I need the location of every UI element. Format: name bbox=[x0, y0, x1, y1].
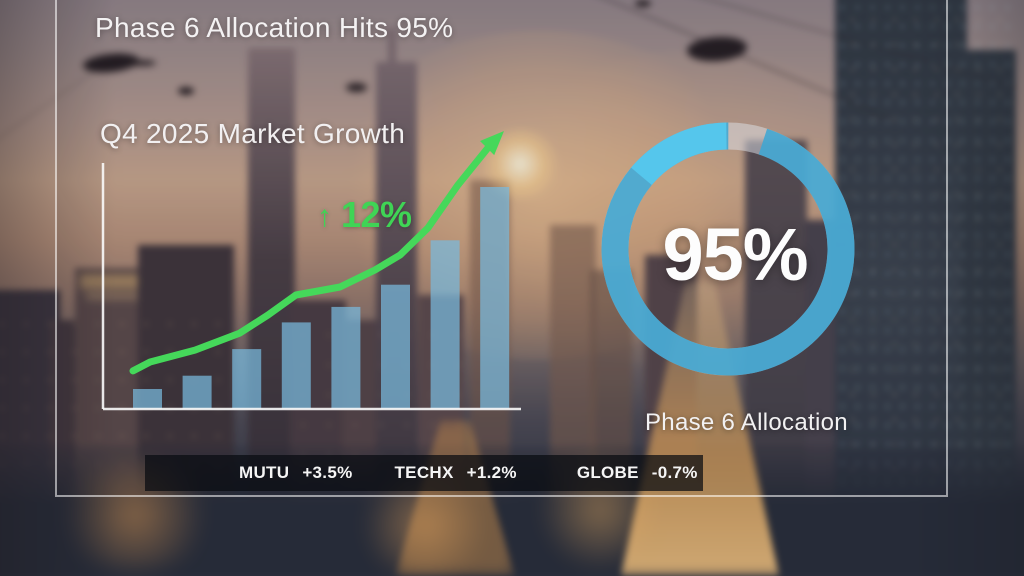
overlay-frame-border bbox=[55, 0, 948, 497]
ticker-symbol: GLOBE bbox=[576, 463, 639, 482]
stock-ticker-bar: MUTU +3.5% TECHX +1.2% GLOBE -0.7% bbox=[145, 455, 703, 491]
ticker-change: +3.5% bbox=[302, 463, 353, 482]
flying-vehicle bbox=[346, 83, 367, 92]
bar bbox=[331, 306, 361, 409]
bar bbox=[381, 284, 410, 409]
flying-vehicle bbox=[178, 87, 194, 95]
flying-vehicle bbox=[635, 0, 651, 7]
bar bbox=[182, 375, 212, 409]
bar bbox=[232, 349, 262, 409]
bar bbox=[480, 187, 510, 409]
growth-annotation-value: 12% bbox=[341, 194, 412, 235]
donut-fill-ring bbox=[601, 122, 855, 376]
allocation-donut-chart bbox=[601, 122, 855, 376]
donut-center-value: 95% bbox=[662, 212, 808, 296]
donut-caption: Phase 6 Allocation bbox=[645, 409, 848, 436]
ticker-symbol: TECHX bbox=[394, 463, 454, 482]
ticker-item: MUTU +3.5% bbox=[239, 463, 353, 483]
growth-annotation: ↑ 12% bbox=[317, 194, 412, 236]
ticker-item: GLOBE -0.7% bbox=[577, 463, 698, 483]
street-glow bbox=[350, 475, 500, 575]
ticker-change: +1.2% bbox=[466, 463, 517, 482]
growth-chart-title: Q4 2025 Market Growth bbox=[100, 118, 406, 149]
growth-bar-chart bbox=[101, 131, 521, 411]
ticker-change: -0.7% bbox=[651, 463, 698, 482]
skyscraper-needle bbox=[388, 28, 396, 74]
headline-title: Phase 6 Allocation Hits 95% bbox=[95, 12, 454, 43]
trend-line bbox=[129, 140, 495, 375]
bar bbox=[430, 240, 460, 409]
trend-arrowhead-icon bbox=[480, 131, 504, 156]
bar-series bbox=[133, 187, 510, 409]
flying-vehicle bbox=[130, 60, 156, 66]
bar bbox=[281, 322, 311, 409]
ticker-symbol: MUTU bbox=[239, 463, 290, 482]
ticker-item: TECHX +1.2% bbox=[395, 463, 517, 483]
up-arrow-icon: ↑ bbox=[317, 200, 332, 233]
bar bbox=[133, 389, 162, 409]
